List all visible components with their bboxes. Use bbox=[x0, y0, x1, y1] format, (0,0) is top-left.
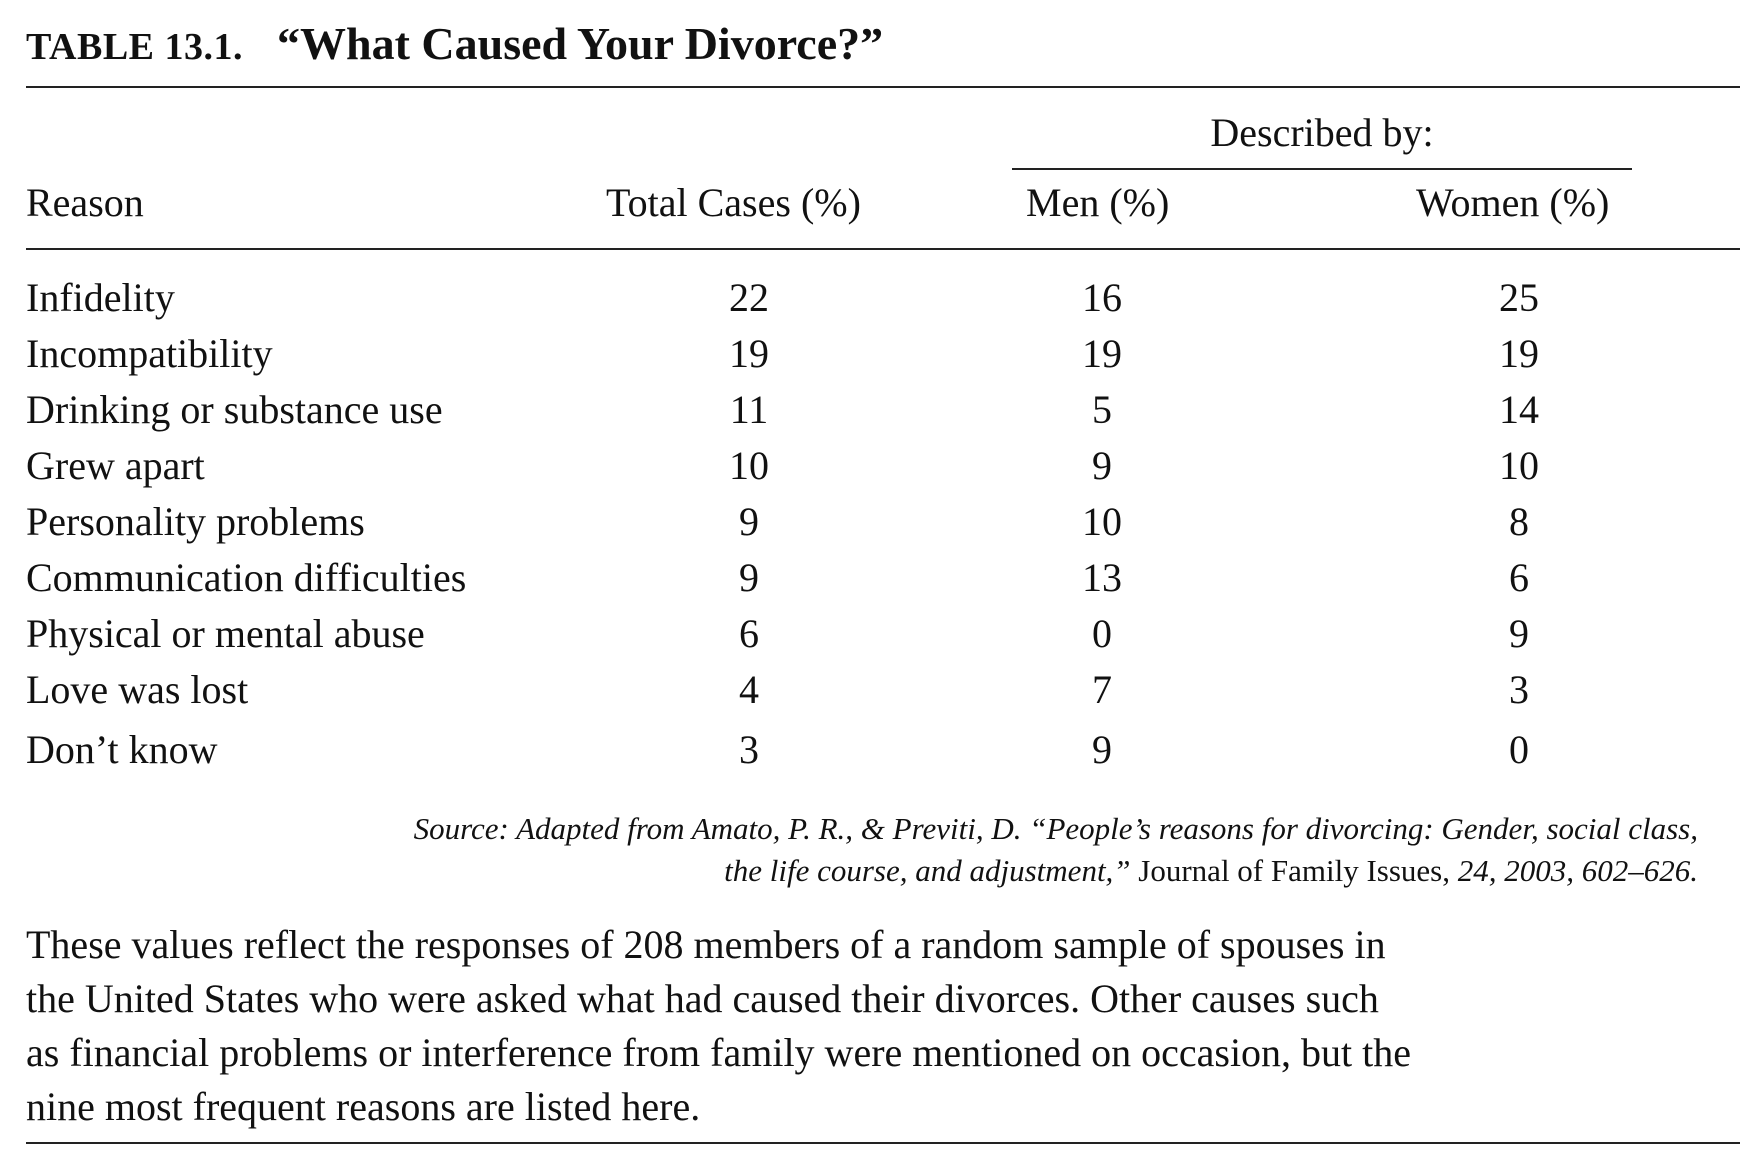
source-journal: Journal of Family Issues, bbox=[1130, 853, 1458, 888]
table-row: Personality problems 9 10 8 bbox=[0, 494, 1758, 550]
row-reason: Incompatibility bbox=[26, 331, 273, 376]
header-rule bbox=[26, 248, 1740, 250]
row-men: 19 bbox=[1082, 331, 1122, 376]
row-women: 10 bbox=[1499, 443, 1539, 488]
table-title-text: “What Caused Your Divorce?” bbox=[277, 18, 884, 69]
table-body: Infidelity 22 16 25 Incompatibility 19 1… bbox=[0, 270, 1758, 778]
row-men: 9 bbox=[1092, 443, 1112, 488]
source-volume-pages: 24, 2003, 602–626. bbox=[1457, 853, 1698, 888]
table-title: TABLE 13.1. “What Caused Your Divorce?” bbox=[26, 14, 883, 77]
table-row: Drinking or substance use 11 5 14 bbox=[0, 382, 1758, 438]
row-women: 25 bbox=[1499, 275, 1539, 320]
row-men: 9 bbox=[1092, 727, 1112, 772]
table-row: Physical or mental abuse 6 0 9 bbox=[0, 606, 1758, 662]
column-header-men: Men (%) bbox=[1026, 180, 1170, 225]
table-row: Love was lost 4 7 3 bbox=[0, 662, 1758, 718]
top-rule bbox=[26, 86, 1740, 88]
column-header-total: Total Cases (%) bbox=[606, 180, 861, 225]
row-women: 19 bbox=[1499, 331, 1539, 376]
row-men: 7 bbox=[1092, 667, 1112, 712]
table-label: TABLE 13.1. bbox=[26, 26, 244, 68]
row-men: 13 bbox=[1082, 555, 1122, 600]
row-women: 0 bbox=[1509, 727, 1529, 772]
row-reason: Grew apart bbox=[26, 443, 205, 488]
row-reason: Don’t know bbox=[26, 727, 218, 772]
row-men: 5 bbox=[1092, 387, 1112, 432]
paragraph-line: the United States who were asked what ha… bbox=[26, 976, 1379, 1021]
row-total: 19 bbox=[729, 331, 769, 376]
description-paragraph: These values reflect the responses of 20… bbox=[26, 918, 1736, 1134]
row-women: 6 bbox=[1509, 555, 1529, 600]
source-line-1: Source: Adapted from Amato, P. R., & Pre… bbox=[413, 811, 1698, 846]
table-row: Incompatibility 19 19 19 bbox=[0, 326, 1758, 382]
paragraph-line: as financial problems or interference fr… bbox=[26, 1030, 1412, 1075]
row-reason: Infidelity bbox=[26, 275, 175, 320]
row-total: 4 bbox=[739, 667, 759, 712]
row-reason: Communication difficulties bbox=[26, 555, 467, 600]
row-men: 16 bbox=[1082, 275, 1122, 320]
described-by-header: Described by: bbox=[1210, 110, 1434, 155]
row-women: 8 bbox=[1509, 499, 1529, 544]
row-total: 6 bbox=[739, 611, 759, 656]
row-reason: Personality problems bbox=[26, 499, 365, 544]
paragraph-line: nine most frequent reasons are listed he… bbox=[26, 1084, 701, 1129]
source-citation: Source: Adapted from Amato, P. R., & Pre… bbox=[298, 808, 1698, 892]
row-men: 10 bbox=[1082, 499, 1122, 544]
column-header-reason: Reason bbox=[26, 180, 144, 225]
row-total: 11 bbox=[729, 387, 769, 432]
table-row: Don’t know 3 9 0 bbox=[0, 722, 1758, 778]
row-women: 3 bbox=[1509, 667, 1529, 712]
row-total: 9 bbox=[739, 499, 759, 544]
row-reason: Love was lost bbox=[26, 667, 249, 712]
row-reason: Physical or mental abuse bbox=[26, 611, 425, 656]
paragraph-line: These values reflect the responses of 20… bbox=[26, 922, 1386, 967]
row-total: 22 bbox=[729, 275, 769, 320]
source-article-title: the life course, and adjustment,” bbox=[724, 853, 1131, 888]
bottom-rule bbox=[26, 1142, 1740, 1144]
row-total: 3 bbox=[739, 727, 759, 772]
row-total: 9 bbox=[739, 555, 759, 600]
table-row: Communication difficulties 9 13 6 bbox=[0, 550, 1758, 606]
table-row: Infidelity 22 16 25 bbox=[0, 270, 1758, 326]
row-reason: Drinking or substance use bbox=[26, 387, 443, 432]
row-women: 9 bbox=[1509, 611, 1529, 656]
source-line-2: the life course, and adjustment,” Journa… bbox=[298, 850, 1698, 892]
row-women: 14 bbox=[1499, 387, 1539, 432]
described-by-rule bbox=[1012, 168, 1632, 170]
column-header-women: Women (%) bbox=[1416, 180, 1610, 225]
row-total: 10 bbox=[729, 443, 769, 488]
table-row: Grew apart 10 9 10 bbox=[0, 438, 1758, 494]
row-men: 0 bbox=[1092, 611, 1112, 656]
